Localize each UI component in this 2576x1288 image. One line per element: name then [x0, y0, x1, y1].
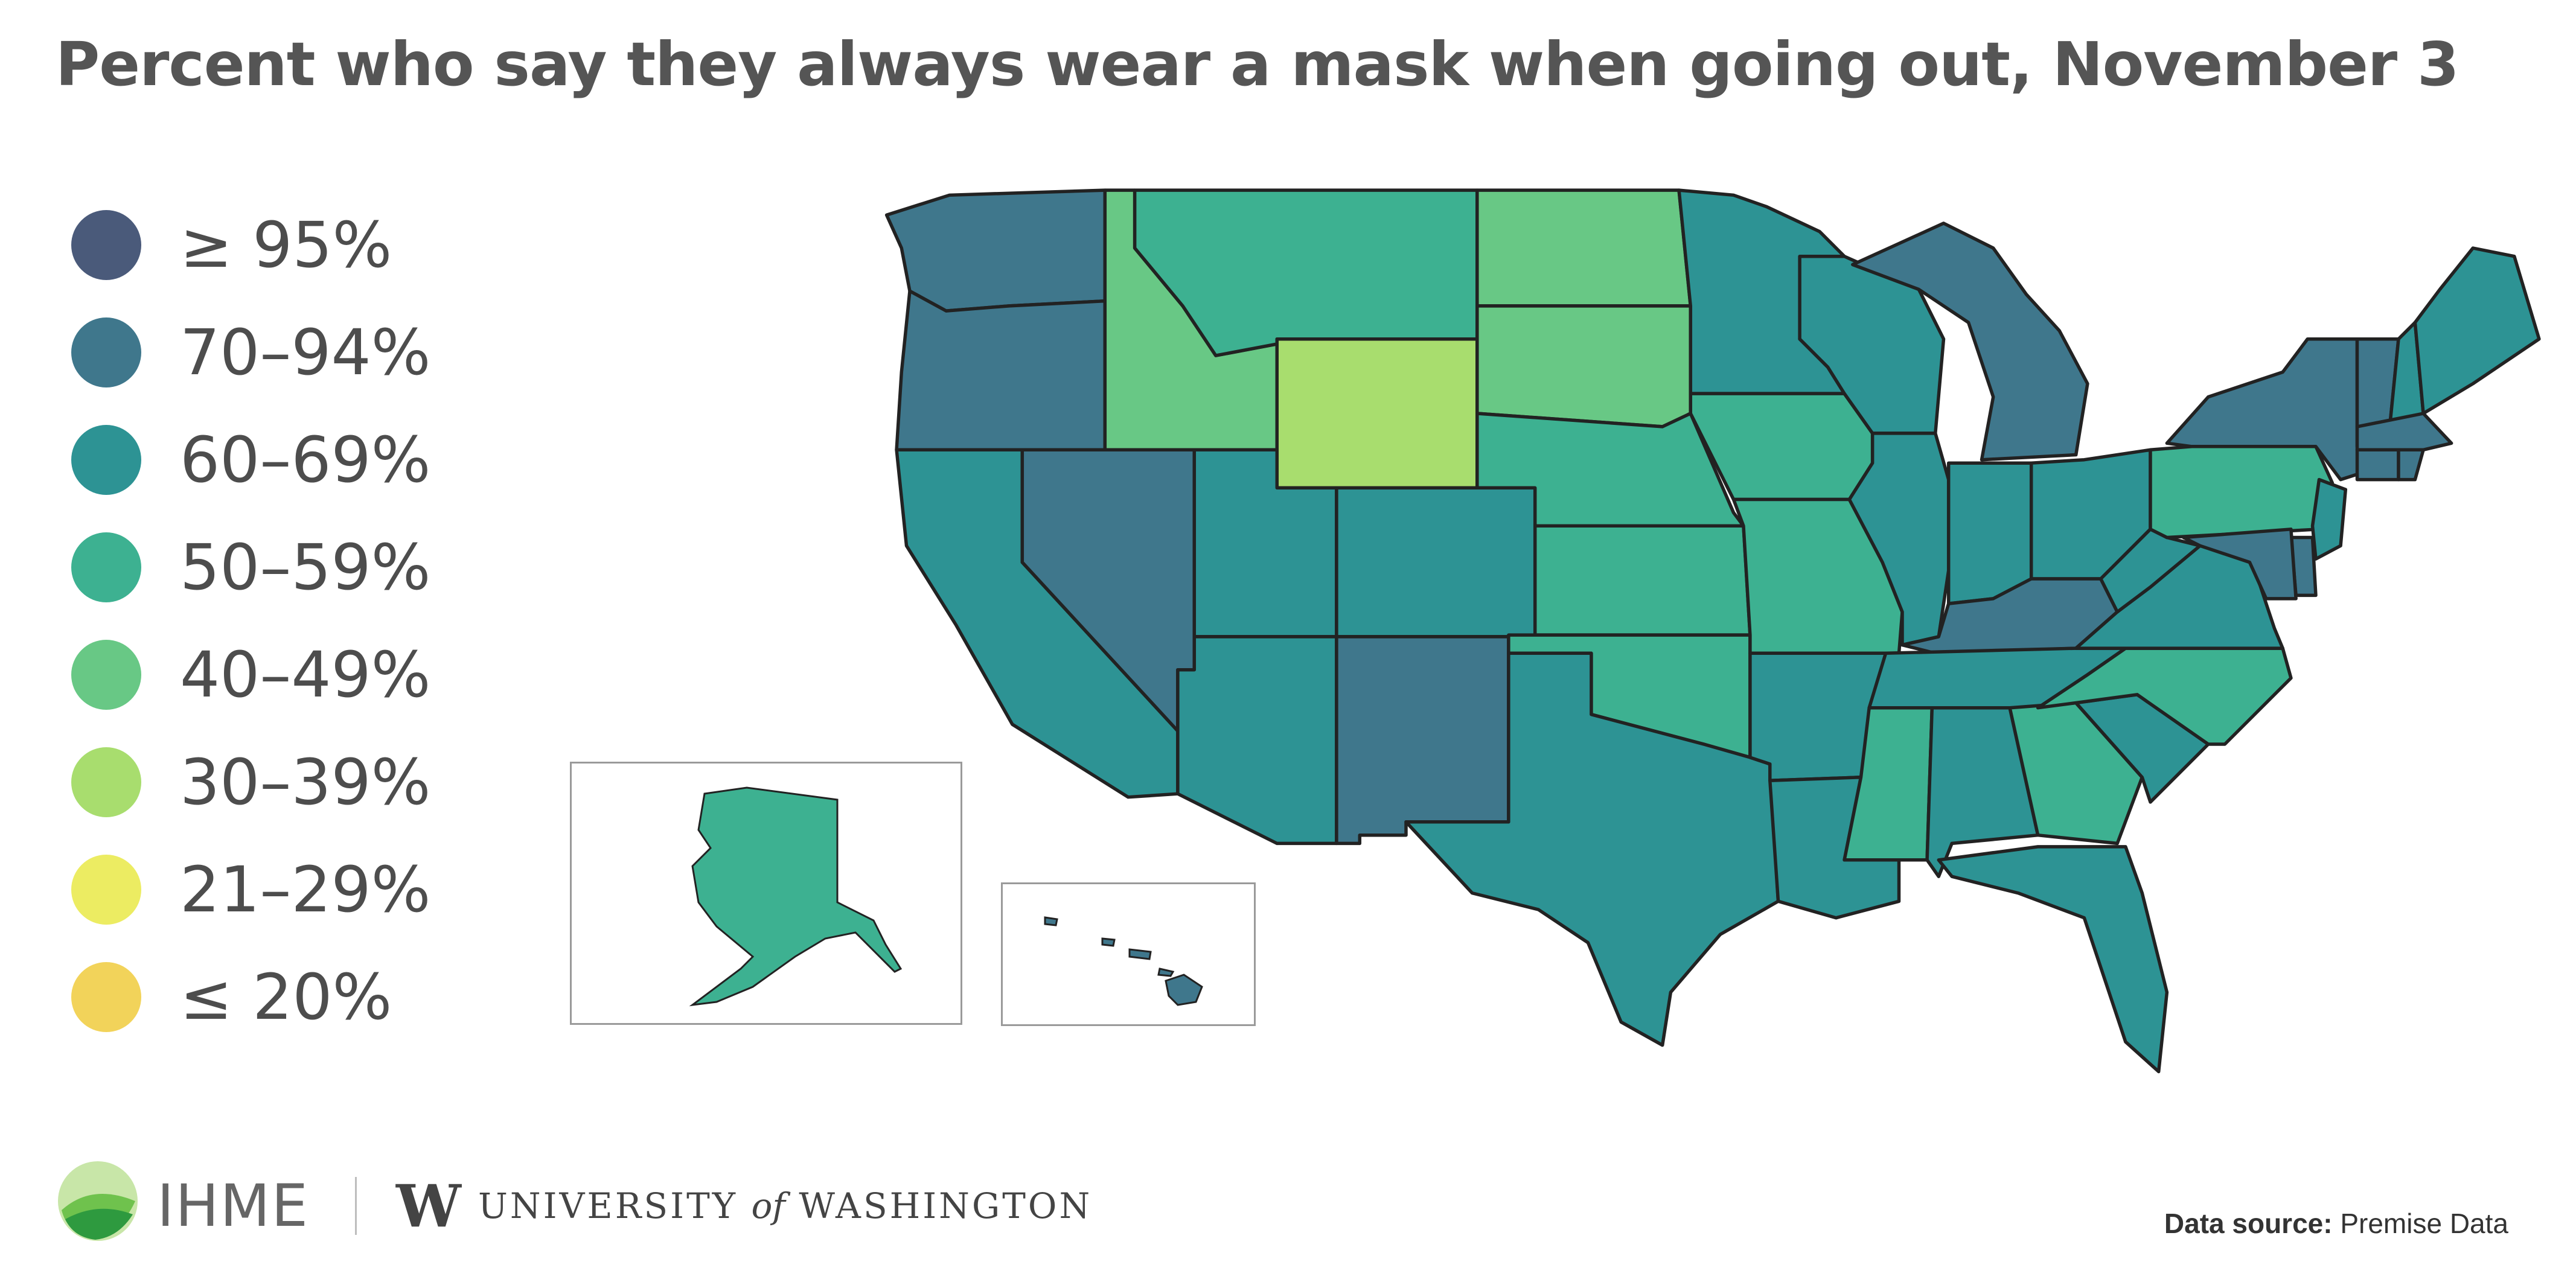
state-AZ[interactable]: [1176, 635, 1338, 846]
state-SD[interactable]: [1475, 304, 1693, 429]
legend-swatch: [71, 855, 141, 925]
legend-label: 21–29%: [180, 853, 431, 926]
state-OR[interactable]: [895, 289, 1107, 452]
footer-logos: IHME W UNIVERSITY of WASHINGTON: [56, 1159, 1090, 1249]
legend-label: 40–49%: [180, 638, 431, 712]
legend-label: ≤ 20%: [180, 960, 392, 1034]
state-TX[interactable]: [1404, 651, 1780, 1047]
state-IN[interactable]: [1946, 461, 2033, 605]
legend-label: 30–39%: [180, 745, 431, 819]
state-RI[interactable]: [2397, 448, 2425, 482]
state-PA[interactable]: [2149, 445, 2335, 540]
uw-washington: WASHINGTON: [799, 1185, 1093, 1226]
legend-swatch: [71, 962, 141, 1032]
legend-swatch: [71, 317, 141, 387]
uw-wordmark: UNIVERSITY of WASHINGTON: [478, 1185, 1092, 1226]
map-title: Percent who say they always wear a mask …: [56, 29, 2459, 100]
state-ND[interactable]: [1475, 188, 1693, 308]
alaska-map: [689, 786, 903, 1007]
state-HI[interactable]: [1044, 916, 1203, 1006]
legend-label: 60–69%: [180, 423, 431, 497]
state-FL[interactable]: [1937, 845, 2169, 1074]
legend-label: ≥ 95%: [180, 208, 392, 282]
data-source-label: Data source:: [2164, 1208, 2333, 1239]
legend-swatch: [71, 747, 141, 817]
state-CT[interactable]: [2355, 448, 2400, 482]
state-ME[interactable]: [2413, 246, 2541, 415]
alaska-inset: [570, 762, 962, 1025]
legend-label: 50–59%: [180, 531, 431, 604]
hawaii-map: [1044, 916, 1203, 1006]
state-WA[interactable]: [884, 188, 1107, 313]
state-NM[interactable]: [1335, 635, 1510, 846]
ihme-logo-icon: [58, 1161, 138, 1241]
legend-swatch: [71, 532, 141, 602]
state-MS[interactable]: [1843, 706, 1934, 862]
legend-label: 70–94%: [180, 316, 431, 389]
state-WY[interactable]: [1275, 337, 1479, 490]
state-CO[interactable]: [1335, 486, 1537, 639]
uw-university: UNIVERSITY: [478, 1185, 738, 1226]
state-MA[interactable]: [2355, 412, 2453, 452]
uw-of: of: [751, 1185, 785, 1226]
state-KS[interactable]: [1533, 524, 1752, 637]
data-source-value: Premise Data: [2340, 1208, 2508, 1239]
logo-divider: [355, 1177, 357, 1235]
state-NJ[interactable]: [2310, 477, 2348, 561]
data-source: Data source: Premise Data: [2164, 1207, 2508, 1240]
state-NC[interactable]: [2036, 646, 2293, 746]
state-MI[interactable]: [1851, 222, 2089, 462]
ihme-wordmark: IHME: [157, 1172, 309, 1240]
legend-swatch: [71, 640, 141, 710]
state-AK[interactable]: [689, 786, 903, 1007]
hawaii-inset: [1001, 882, 1256, 1026]
legend-swatch: [71, 425, 141, 495]
state-MD[interactable]: [2182, 528, 2298, 601]
uw-w-logo: W: [396, 1172, 461, 1240]
legend-swatch: [71, 210, 141, 280]
